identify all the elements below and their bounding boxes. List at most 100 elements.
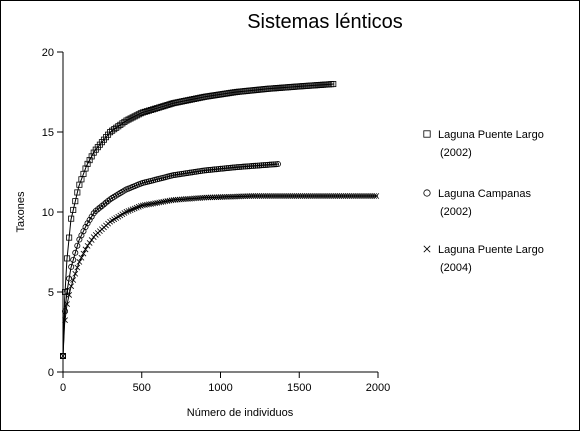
cross-marker [131, 205, 138, 212]
cross-marker [64, 301, 70, 307]
circle-marker [92, 207, 99, 214]
legend-label-year: (2002) [440, 206, 472, 218]
cross-marker [135, 203, 142, 210]
square-marker [160, 103, 167, 110]
square-marker [178, 98, 185, 105]
square-marker [191, 95, 198, 102]
square-marker [143, 108, 150, 115]
circle-marker [238, 163, 245, 170]
cross-marker [289, 193, 296, 199]
circle-marker [207, 166, 214, 173]
circle-marker [219, 165, 226, 172]
circle-marker [242, 163, 249, 170]
cross-marker [82, 246, 89, 253]
series-square [60, 81, 337, 359]
cross-marker [88, 237, 95, 243]
cross-marker [344, 193, 351, 199]
cross-marker [266, 193, 273, 199]
circle-marker [62, 308, 69, 315]
circle-marker [205, 167, 212, 174]
square-marker [188, 96, 195, 103]
cross-marker [125, 208, 132, 214]
legend-item: Laguna Puente Largo (2002) [423, 129, 544, 159]
cross-marker [86, 240, 93, 246]
circle-marker [195, 168, 202, 175]
cross-marker [127, 207, 134, 214]
square-marker [197, 94, 204, 101]
cross-marker [248, 193, 255, 199]
circle-marker [423, 189, 431, 197]
circle-marker [256, 162, 263, 169]
circle-marker [240, 163, 247, 170]
circle-marker [201, 167, 208, 174]
x-tick-label: 500 [133, 382, 151, 394]
square-marker [137, 110, 144, 117]
cross-marker [287, 193, 294, 199]
cross-marker [342, 193, 349, 199]
circle-marker [264, 161, 271, 168]
square-marker [148, 106, 155, 113]
y-axis-label: Taxones [15, 191, 27, 232]
square-marker [330, 81, 337, 88]
circle-marker [221, 165, 228, 172]
cross-marker [254, 193, 261, 199]
circle-marker [213, 166, 220, 173]
cross-marker [277, 193, 283, 199]
cross-marker [279, 193, 285, 199]
legend-item: Laguna Puente Largo (2004) [423, 244, 544, 274]
cross-marker [359, 193, 365, 199]
circle-marker [180, 170, 187, 177]
cross-marker [340, 193, 347, 199]
square-marker [168, 100, 175, 107]
cross-marker [256, 193, 263, 199]
circle-marker [184, 169, 191, 176]
circle-marker [227, 164, 234, 171]
legend: Laguna Puente Largo(2002)Laguna Campanas… [423, 129, 544, 274]
circle-marker [74, 242, 81, 249]
cross-marker [371, 193, 378, 199]
cross-marker [133, 204, 140, 211]
circle-marker [70, 256, 77, 263]
square-marker [158, 103, 165, 110]
square-marker [423, 130, 431, 138]
square-marker [150, 106, 157, 113]
cross-marker [328, 193, 335, 199]
cross-marker [320, 193, 326, 199]
cross-marker [250, 193, 257, 199]
circle-marker [98, 202, 105, 209]
circle-marker [274, 161, 281, 168]
square-marker [152, 105, 159, 112]
cross-marker [324, 193, 331, 199]
square-marker [199, 94, 206, 101]
cross-marker [76, 259, 83, 265]
cross-marker [346, 193, 353, 199]
circle-marker [102, 199, 109, 206]
square-marker [123, 117, 130, 124]
circle-marker [254, 162, 261, 169]
cross-marker [316, 193, 322, 199]
series-layer [60, 81, 380, 359]
cross-marker [275, 193, 281, 199]
circle-marker [272, 161, 279, 168]
cross-marker [70, 277, 77, 283]
circle-marker [172, 171, 179, 178]
circle-marker [215, 165, 222, 172]
circle-marker [262, 161, 269, 168]
square-marker [129, 114, 136, 121]
cross-marker [354, 193, 361, 199]
cross-marker [322, 193, 328, 199]
square-marker [193, 95, 200, 102]
square-marker [139, 109, 146, 116]
cross-marker [307, 193, 314, 199]
circle-marker [199, 167, 206, 174]
cross-marker [367, 193, 374, 199]
circle-marker [203, 167, 210, 174]
circle-marker [234, 164, 241, 171]
cross-marker [258, 193, 265, 199]
square-marker [68, 215, 75, 222]
circle-marker [100, 201, 107, 208]
cross-marker [271, 193, 277, 199]
circle-marker [217, 165, 224, 172]
cross-marker [285, 193, 292, 199]
square-marker [154, 105, 161, 112]
